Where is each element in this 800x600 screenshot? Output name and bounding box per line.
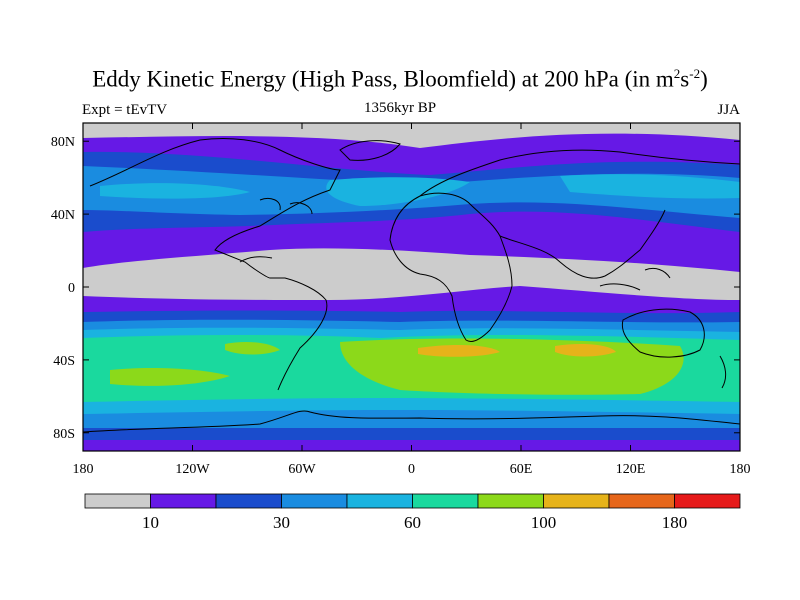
lat-tick-label: 80N bbox=[51, 135, 75, 150]
lon-axis: 180 120W 60W 0 60E 120E 180 bbox=[73, 462, 751, 477]
nh-core-pacific bbox=[560, 174, 740, 199]
antarctica-coast bbox=[83, 410, 740, 433]
colorbar-label: 100 bbox=[531, 513, 557, 532]
time-label: 1356kyr BP bbox=[363, 100, 437, 116]
colorbar-box bbox=[281, 493, 348, 509]
colorbar-box bbox=[412, 493, 479, 509]
colorbar-box bbox=[477, 493, 544, 509]
coastlines bbox=[83, 138, 740, 433]
lon-tick-label: 120E bbox=[616, 462, 646, 477]
lat-axis: 80N 40N 0 40S 80S bbox=[51, 135, 75, 442]
sh-band-100-atlantic bbox=[225, 342, 280, 355]
map-title: Eddy Kinetic Energy (High Pass, Bloomfie… bbox=[92, 66, 708, 92]
new-zealand-coast bbox=[719, 355, 727, 389]
colorbar-box bbox=[84, 493, 151, 509]
season-label: JJA bbox=[717, 102, 740, 118]
colorbar-box bbox=[215, 493, 282, 509]
africa-coast bbox=[389, 192, 513, 343]
colorbar-box bbox=[346, 493, 413, 509]
nh-core-east-pacific bbox=[100, 183, 250, 199]
eke-field bbox=[83, 123, 740, 451]
colorbar-box bbox=[543, 493, 610, 509]
lon-tick-label: 180 bbox=[73, 462, 94, 477]
lat-tick-label: 40S bbox=[53, 354, 75, 369]
sh-max-west bbox=[418, 344, 500, 357]
sh-band-100 bbox=[340, 338, 684, 395]
colorbar-label: 60 bbox=[404, 513, 421, 532]
lat-tick-label: 0 bbox=[68, 281, 75, 296]
sh-band-100-pacific bbox=[110, 368, 230, 386]
nh-core-atlantic bbox=[326, 177, 470, 206]
colorbar-box bbox=[150, 493, 217, 509]
greenland-coast bbox=[339, 140, 401, 161]
colorbar bbox=[84, 493, 741, 509]
americas-coast bbox=[89, 138, 341, 391]
australia-coast bbox=[621, 308, 705, 358]
lon-tick-label: 0 bbox=[408, 462, 415, 477]
south-asia-coast bbox=[499, 209, 666, 279]
axis-ticks bbox=[82, 123, 741, 451]
great-lakes bbox=[259, 197, 313, 215]
lon-tick-label: 180 bbox=[730, 462, 751, 477]
experiment-label: Expt = tEvTV bbox=[82, 102, 168, 118]
lat-tick-label: 40N bbox=[51, 208, 75, 223]
colorbar-box bbox=[608, 493, 675, 509]
maritime-coast bbox=[599, 267, 671, 291]
lat-tick-label: 80S bbox=[53, 427, 75, 442]
caribbean-coast bbox=[239, 256, 273, 263]
colorbar-labels: 10 30 60 100 180 bbox=[142, 513, 687, 532]
lon-tick-label: 60W bbox=[288, 462, 316, 477]
sh-max-east bbox=[555, 344, 616, 357]
eurasia-north-coast bbox=[419, 149, 740, 197]
colorbar-label: 10 bbox=[142, 513, 159, 532]
lon-tick-label: 60E bbox=[510, 462, 533, 477]
colorbar-label: 180 bbox=[662, 513, 688, 532]
colorbar-box bbox=[674, 493, 741, 509]
colorbar-label: 30 bbox=[273, 513, 290, 532]
lon-tick-label: 120W bbox=[175, 462, 210, 477]
